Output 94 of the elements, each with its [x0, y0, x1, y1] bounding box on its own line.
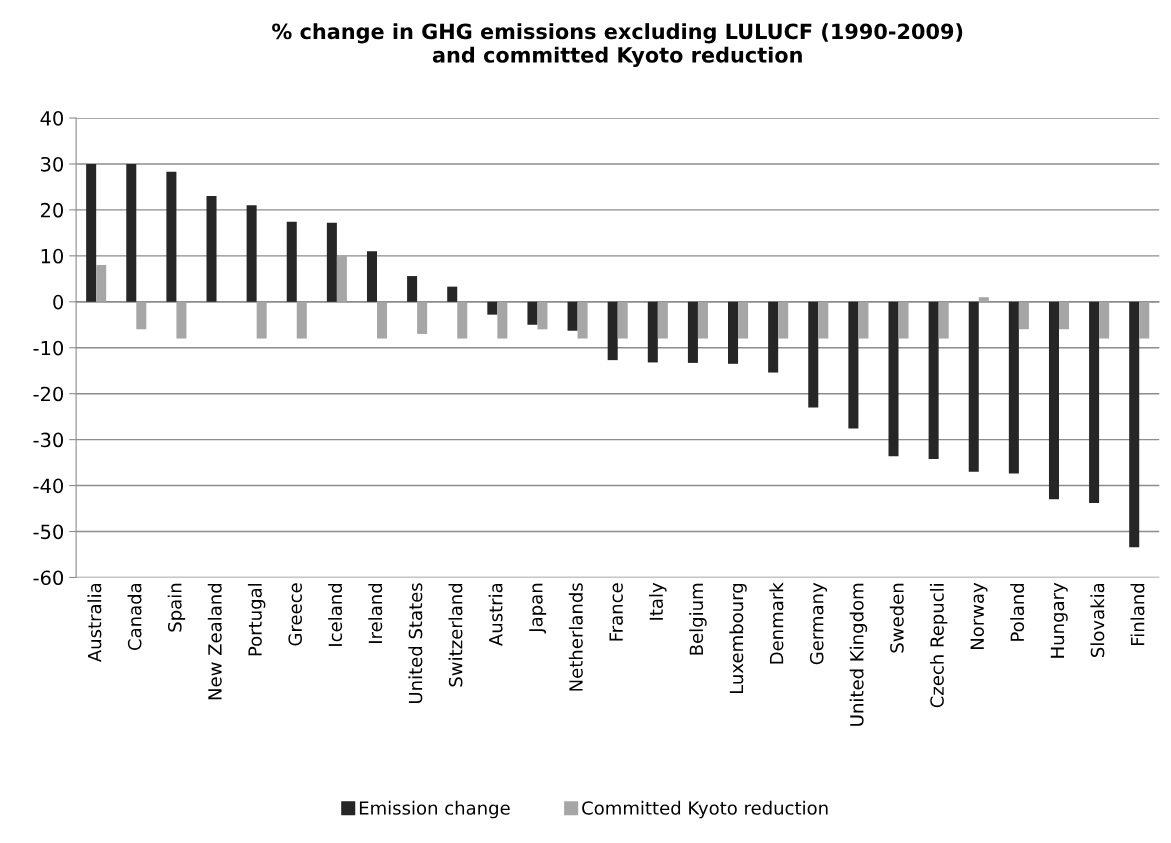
x-tick-label: Poland: [1010, 583, 1025, 641]
x-tick-label: New Zealand: [207, 583, 222, 700]
bar: [417, 301, 428, 334]
x-tick-label: Greece: [288, 583, 302, 646]
x-tick-label: Canada: [127, 583, 142, 651]
x-tick-label: Switzerland: [448, 583, 463, 687]
chart-title: % change in GHG emissions excluding LULUCF (1990-2009) and committed Kyoto reduction: [272, 23, 963, 67]
x-tick-label: Italy: [649, 582, 667, 620]
y-tick-label: 30: [41, 156, 64, 172]
bar: [968, 301, 979, 472]
bar: [978, 297, 989, 302]
bar: [1018, 301, 1029, 330]
y-tick-label: -10: [33, 340, 64, 356]
x-tick-label: Iceland: [328, 583, 343, 646]
bar: [1089, 301, 1100, 504]
bar: [377, 301, 388, 339]
bar: [487, 301, 498, 315]
bar: [457, 301, 468, 339]
bar: [848, 301, 859, 429]
bar: [286, 221, 297, 302]
x-tick-label: Belgium: [689, 583, 707, 655]
bar: [818, 301, 829, 339]
x-tick-label: Spain: [167, 583, 186, 632]
bar: [256, 301, 267, 339]
bar: [126, 163, 137, 302]
bar: [738, 301, 749, 339]
bar: [326, 222, 337, 302]
x-tick-label: Slovakia: [1090, 583, 1105, 657]
bar: [537, 301, 548, 330]
bar: [447, 286, 458, 302]
bar: [617, 301, 628, 339]
bar: [96, 265, 107, 302]
x-tick-label: Portugal: [247, 584, 266, 656]
bar: [647, 301, 658, 363]
x-tick-label: Czech Repucli: [929, 584, 948, 708]
legend-label: Committed Kyoto reduction: [582, 800, 828, 819]
bar: [1059, 301, 1070, 330]
bar: [657, 301, 668, 339]
y-tick-label: 20: [40, 202, 64, 218]
bar: [1139, 301, 1150, 339]
x-tick-label: Germany: [809, 582, 828, 665]
x-tick-label: United States: [408, 583, 423, 704]
x-tick-label: Ireland: [368, 583, 383, 643]
bar: [808, 301, 819, 408]
y-tick-label: -40: [33, 478, 64, 494]
x-tick-label: Luxembourg: [729, 583, 747, 694]
bar: [497, 301, 508, 339]
bar: [407, 276, 418, 302]
bar: [1048, 301, 1059, 500]
bar: [938, 301, 949, 339]
x-tick-label: Japan: [529, 583, 547, 634]
x-tick-label: Netherlands: [568, 583, 583, 691]
x-tick-label: Denmark: [769, 582, 784, 664]
bar: [778, 301, 789, 339]
bar: [166, 171, 177, 302]
bar: [296, 301, 307, 339]
bar: [858, 301, 869, 339]
x-tick-label: Australia: [87, 583, 102, 663]
y-tick-label: -60: [33, 570, 64, 586]
bar: [1099, 301, 1110, 339]
bar: [577, 301, 588, 339]
x-tick-label: France: [609, 583, 623, 641]
legend-label: Emission change: [359, 800, 510, 819]
x-tick-label: United Kingdom: [849, 583, 868, 726]
x-tick-label: Austria: [488, 583, 503, 646]
bar: [246, 205, 257, 302]
bar: [176, 301, 187, 339]
bar: [1129, 301, 1140, 548]
y-tick-label: -30: [33, 432, 64, 448]
bar: [1008, 301, 1019, 474]
y-tick-label: -20: [33, 386, 64, 402]
x-tick-label: Norway: [970, 582, 988, 650]
y-tick-label: 40: [40, 110, 64, 126]
bar: [86, 163, 97, 302]
x-tick-label: Hungary: [1050, 582, 1068, 658]
bar: [728, 301, 739, 364]
bar: [527, 301, 538, 325]
x-tick-label: Sweden: [889, 583, 904, 653]
bar: [898, 301, 909, 339]
bar: [768, 301, 779, 373]
bar: [607, 301, 618, 361]
bar: [697, 301, 708, 339]
bar: [366, 251, 377, 302]
bar: [136, 301, 147, 330]
y-tick-label: 0: [53, 294, 64, 310]
bar: [687, 301, 698, 363]
bar: [206, 196, 217, 302]
bar: [567, 301, 578, 331]
x-tick-label: Finland: [1130, 583, 1145, 646]
bar: [928, 301, 939, 459]
y-tick-label: 10: [41, 248, 64, 264]
bar: [888, 301, 899, 457]
y-tick-label: -50: [33, 524, 64, 540]
bar: [336, 255, 347, 302]
